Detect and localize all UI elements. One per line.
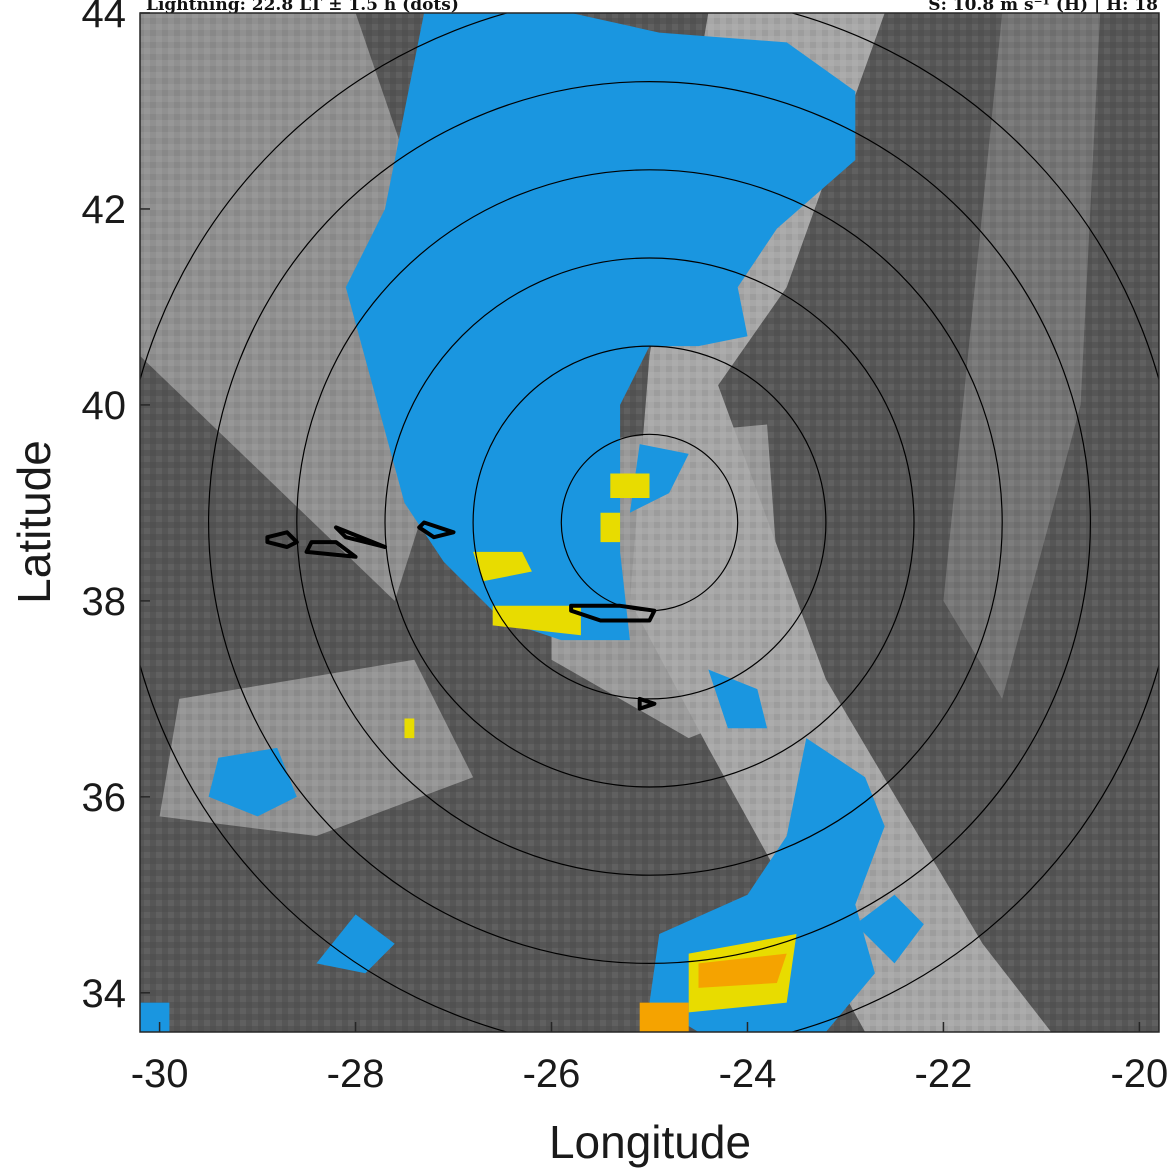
orange-field-layer [639,953,787,1032]
header-left-text: Lightning: 22.8 LT ± 1.5 h (dots) [146,0,459,15]
range-ring [296,169,1003,876]
y-axis: 34 36 38 40 42 44 [82,0,150,1016]
x-tick-label: -22 [915,1052,973,1096]
blue-region [316,914,395,974]
y-tick-label: 42 [82,188,127,232]
orange-region [639,1002,689,1032]
plot-area [140,13,1159,1032]
y-tick-label: 34 [82,972,127,1016]
blue-region [345,13,856,641]
header-right-text: S: 10.8 m s⁻¹ (H) | H: 18 [928,0,1158,15]
yellow-region [404,718,415,739]
contour-line [334,525,387,549]
blue-field-layer [140,13,924,1032]
contour-line [637,696,657,711]
range-ring [384,257,915,788]
x-axis-label: Longitude [549,1116,751,1168]
contour-line [417,520,456,540]
plot-frame [139,12,1160,1033]
contour-line [265,530,299,549]
range-ring [472,345,827,700]
x-tick-label: -24 [719,1052,777,1096]
yellow-region [600,512,621,543]
x-tick-label: -30 [131,1052,189,1096]
yellow-region [492,605,581,636]
y-tick-label: 36 [82,776,127,820]
y-tick-label: 44 [82,0,127,36]
range-ring [208,81,1091,964]
yellow-region [473,551,532,582]
blue-region [708,669,768,729]
range-ring [560,433,739,612]
y-tick-label: 38 [82,580,127,624]
yellow-region [610,473,650,498]
range-rings [140,13,1159,1032]
x-tick-label: -26 [523,1052,581,1096]
blue-region [855,894,924,964]
blue-region [140,1002,170,1032]
y-tick-label: 40 [82,384,127,428]
blue-region [208,747,297,817]
y-axis-label: Latitude [8,440,60,604]
x-tick-label: -28 [327,1052,385,1096]
x-axis: -30 -28 -26 -24 -22 -20 [131,1022,1168,1096]
x-tick-label: -20 [1110,1052,1168,1096]
contour-line [304,540,358,559]
orange-region [698,953,787,988]
